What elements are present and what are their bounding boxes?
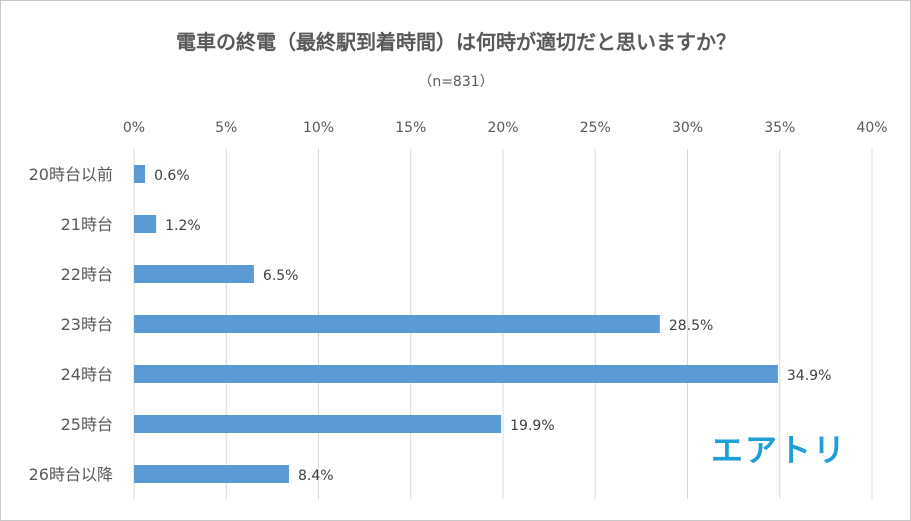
category-label: 21時台 (61, 215, 113, 234)
data-label: 1.2% (165, 218, 201, 234)
data-label: 34.9% (787, 368, 831, 384)
bars (134, 165, 778, 483)
category-label: 22時台 (61, 265, 113, 284)
bar (134, 365, 778, 383)
x-tick-label: 40% (856, 120, 887, 136)
chart-title: 電車の終電（最終駅到着時間）は何時が適切だと思いますか？ (176, 30, 736, 54)
category-label: 20時台以前 (29, 165, 113, 184)
category-label: 25時台 (61, 415, 113, 434)
x-tick-label: 25% (580, 120, 611, 136)
x-tick-label: 10% (303, 120, 334, 136)
x-tick-label: 15% (395, 120, 426, 136)
bar (134, 315, 660, 333)
x-tick-label: 0% (123, 120, 145, 136)
data-label: 28.5% (669, 318, 713, 334)
x-axis-ticks: 0% 5% 10% 15% 20% 25% 30% 35% 40% (123, 120, 888, 136)
x-tick-label: 30% (672, 120, 703, 136)
bar (134, 265, 254, 283)
bar (134, 165, 146, 183)
data-label: 0.6% (154, 168, 190, 184)
x-tick-label: 20% (487, 120, 518, 136)
category-label: 23時台 (61, 315, 113, 334)
bar (134, 465, 289, 483)
data-label: 6.5% (263, 268, 299, 284)
x-tick-label: 5% (215, 120, 237, 136)
chart-subtitle: （n=831） (418, 74, 493, 90)
category-label: 26時台以降 (29, 465, 113, 484)
data-label: 19.9% (510, 418, 554, 434)
bar (134, 215, 157, 233)
brand-logo: エアトリ (711, 431, 847, 469)
data-labels: 0.6% 1.2% 6.5% 28.5% 34.9% 19.9% 8.4% (154, 168, 831, 484)
category-labels: 20時台以前 21時台 22時台 23時台 24時台 25時台 26時台以降 (29, 165, 113, 484)
category-label: 24時台 (61, 365, 113, 384)
data-label: 8.4% (298, 468, 334, 484)
x-tick-label: 35% (764, 120, 795, 136)
bar (134, 415, 502, 433)
